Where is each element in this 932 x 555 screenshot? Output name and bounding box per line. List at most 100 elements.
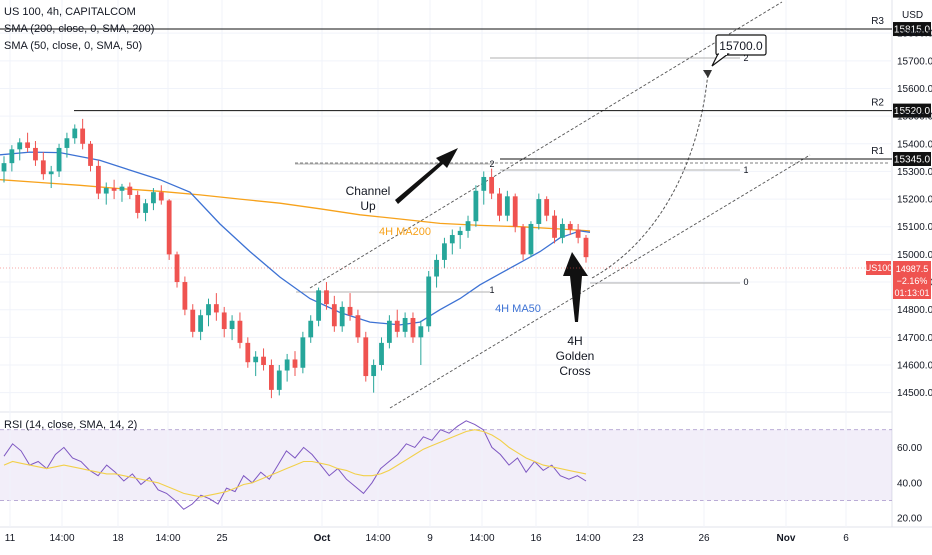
candle-body	[103, 188, 109, 194]
candle-body	[583, 237, 589, 258]
legend-symbol[interactable]: US 100, 4h, CAPITALCOM	[4, 6, 136, 18]
candle-body	[316, 290, 321, 321]
candle-body	[481, 176, 487, 191]
price-tick-label: 14700.0	[897, 333, 932, 344]
moving-average-layer	[0, 151, 591, 326]
time-tick-label: 11	[5, 533, 16, 544]
candle-body	[25, 142, 30, 148]
price-tick-label: 15500.0	[897, 112, 932, 123]
time-tick-label: 14:00	[365, 533, 390, 544]
target-callout-tail	[711, 53, 730, 67]
candle-body	[72, 128, 78, 139]
candle-body	[560, 223, 565, 238]
candle-body	[80, 128, 86, 144]
candle-body	[528, 223, 534, 255]
candle-body	[198, 315, 204, 332]
candle-body	[504, 196, 510, 216]
candle-body	[497, 193, 502, 216]
candle-body	[442, 243, 447, 260]
price-badge: US100 14987.5 −2.16% 01:13:01	[0, 261, 931, 299]
legend-sma200[interactable]: SMA (200, close, 0, SMA, 200)	[4, 23, 155, 35]
candle-body	[324, 290, 329, 305]
price-tick-label: 15000.0	[897, 250, 932, 261]
resistance-value-r1: 15345.0	[894, 154, 931, 165]
symbol-tag	[866, 261, 891, 275]
candle-body	[520, 226, 526, 255]
candle-body	[221, 312, 227, 330]
resistance-tag-r2	[893, 103, 931, 118]
price-tick-label: 14800.0	[897, 305, 932, 316]
candle-body	[284, 359, 290, 371]
resistance-name-r1: R1	[871, 146, 884, 157]
candle-body	[253, 356, 259, 363]
golden-cross-arrow	[563, 252, 588, 322]
candle-body	[261, 356, 266, 365]
candle-body	[269, 364, 274, 390]
axis-layer: 14500.014600.014700.014800.014900.015000…	[5, 29, 932, 544]
fib-level-label: 1	[489, 285, 494, 295]
channel-label-line2: Up	[360, 199, 376, 213]
price-tag-value: 14987.5	[896, 264, 929, 274]
candle-body	[276, 370, 282, 390]
candle-body	[135, 194, 141, 213]
candle-body	[143, 203, 148, 213]
candle-body	[64, 138, 70, 148]
price-tick-label: 15300.0	[897, 167, 932, 178]
rsi-tick-label: 20.00	[897, 514, 922, 525]
candle-body	[355, 315, 361, 338]
candle-body	[151, 192, 156, 204]
candle-body	[536, 199, 542, 224]
rsi-line	[3, 420, 587, 510]
candle-body	[245, 342, 251, 363]
target-callout-box	[715, 34, 767, 56]
candle-body	[88, 143, 93, 166]
candle-body	[331, 304, 337, 327]
legend-sma50[interactable]: SMA (50, close, 0, SMA, 50)	[4, 40, 143, 52]
legend-rsi[interactable]: RSI (14, close, SMA, 14, 2)	[4, 419, 138, 431]
candle-body	[434, 259, 439, 277]
candle-body	[213, 304, 219, 313]
candle-body	[402, 317, 408, 332]
rsi-band	[0, 429, 892, 501]
currency-label[interactable]: USD	[902, 10, 924, 21]
channel-upper-line	[309, 1, 783, 289]
symbol-tag-text: US100	[865, 263, 893, 273]
rsi-tick-label: 60.00	[897, 443, 922, 454]
price-tag-countdown: 01:13:01	[894, 288, 929, 298]
rsi-ma-line	[3, 429, 587, 498]
candle-body	[48, 171, 54, 175]
candle-body	[229, 320, 235, 330]
price-tick-label: 14500.0	[897, 388, 932, 399]
candle-body	[33, 147, 38, 161]
candle-body	[292, 359, 298, 368]
time-tick-label: 23	[632, 533, 644, 544]
candle-body	[426, 276, 432, 327]
resistance-level-layer: R3 15815.0 R2 15520.0 R1 15345.0 2 1 0 1 2	[0, 16, 931, 295]
grid-layer	[0, 0, 892, 527]
rsi-layer	[3, 420, 587, 510]
channel-label-line1: Channel	[346, 184, 391, 198]
resistance-tag-r1	[893, 151, 931, 166]
price-tag-change: −2.16%	[897, 276, 928, 286]
fib-level-label: 2	[743, 53, 748, 63]
rsi-tick-label: 40.00	[897, 478, 922, 489]
resistance-name-r2: R2	[871, 98, 884, 109]
candle-body	[1, 163, 7, 172]
resistance-tag-r3	[893, 22, 931, 37]
candle-body	[9, 149, 15, 164]
candle-body	[190, 309, 196, 332]
candle-body	[363, 337, 369, 377]
resistance-value-r3: 15815.0	[894, 25, 931, 36]
time-tick-label: 14:00	[575, 533, 600, 544]
golden-cross-label-line3: Cross	[559, 364, 590, 378]
candle-body	[347, 306, 353, 316]
candle-body	[40, 160, 46, 175]
candle-layer	[1, 118, 589, 399]
candle-body	[339, 306, 345, 327]
candle-body	[567, 223, 573, 230]
candle-body	[237, 320, 243, 343]
candle-body	[410, 317, 416, 338]
candle-body	[552, 215, 557, 238]
